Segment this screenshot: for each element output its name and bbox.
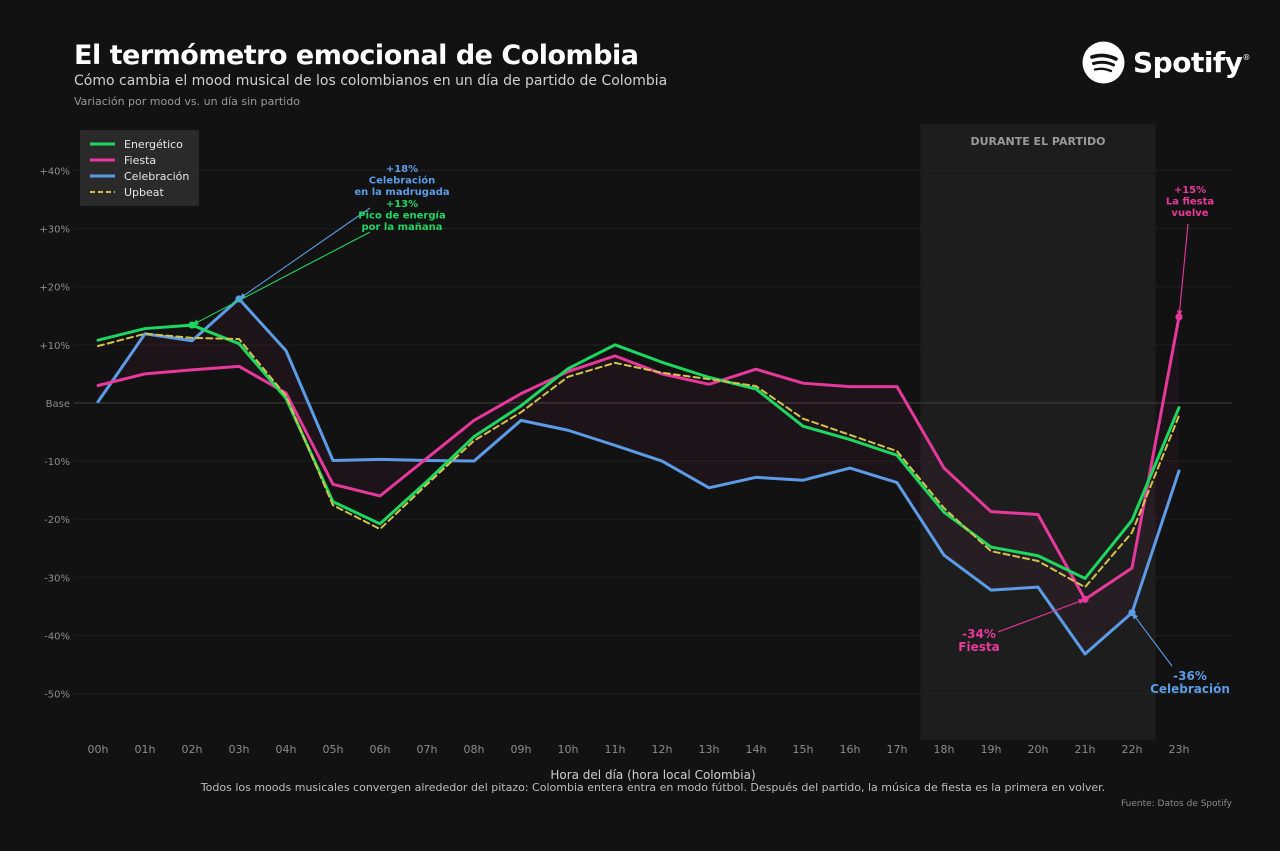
y-tick-label: -40% — [44, 631, 70, 642]
x-tick-label: 22h — [1122, 743, 1143, 756]
x-tick-label: 19h — [981, 743, 1002, 756]
chart-note: Variación por mood vs. un día sin partid… — [74, 95, 300, 108]
y-tick-label: Base — [46, 399, 70, 410]
legend-label: Fiesta — [124, 154, 156, 167]
annotation-text: Celebración — [369, 175, 436, 187]
source-note: Fuente: Datos de Spotify — [1120, 799, 1232, 809]
series-line-energético — [96, 323, 1181, 580]
annotation-text: La fiesta — [1166, 197, 1214, 208]
annotation-text: +15% — [1174, 185, 1206, 196]
chart-caption: Todos los moods musicales convergen alre… — [200, 781, 1106, 794]
x-tick-label: 16h — [840, 743, 861, 756]
x-tick-label: 13h — [699, 743, 720, 756]
x-tick-label: 15h — [793, 743, 814, 756]
series-line-upbeat — [97, 332, 1180, 589]
x-tick-label: 05h — [323, 743, 344, 756]
y-tick-label: +10% — [39, 341, 70, 352]
spotify-icon — [1082, 41, 1125, 84]
legend-box — [80, 130, 199, 206]
annotation-text: +13% — [386, 199, 418, 210]
brand-name: Spotify — [1133, 46, 1243, 79]
chart-subtitle: Cómo cambia el mood musical de los colom… — [74, 73, 668, 89]
x-tick-label: 01h — [135, 743, 156, 756]
x-tick-label: 08h — [464, 743, 485, 756]
y-tick-label: +20% — [39, 283, 70, 294]
x-tick-label: 10h — [558, 743, 579, 756]
x-tick-label: 17h — [887, 743, 908, 756]
annotation-marker — [1128, 609, 1136, 617]
annotation-text: -36% — [1173, 669, 1207, 683]
x-tick-label: 09h — [511, 743, 532, 756]
annotation-text: +18% — [386, 164, 418, 175]
x-tick-label: 06h — [370, 743, 391, 756]
annotation-marker — [188, 321, 196, 329]
legend-label: Celebración — [124, 170, 189, 183]
annotation-text: vuelve — [1171, 208, 1208, 219]
x-tick-label: 03h — [229, 743, 250, 756]
annotation-arrow — [238, 207, 371, 300]
annotation-text: Fiesta — [958, 640, 999, 654]
spotify-logo: Spotify ® — [1082, 41, 1250, 84]
legend-label: Upbeat — [124, 186, 165, 199]
x-tick-label: 02h — [182, 743, 203, 756]
annotation-marker — [1175, 313, 1183, 321]
x-tick-label: 18h — [934, 743, 955, 756]
y-tick-label: +30% — [39, 225, 70, 236]
x-tick-label: 04h — [276, 743, 297, 756]
match-period-label: DURANTE EL PARTIDO — [970, 135, 1105, 148]
chart-title: El termómetro emocional de Colombia — [74, 40, 639, 71]
annotation-text: por la mañana — [361, 222, 442, 233]
annotation-marker — [1081, 595, 1089, 603]
annotation-text: -34% — [962, 627, 996, 641]
y-tick-label: -10% — [44, 457, 70, 468]
x-tick-label: 23h — [1169, 743, 1190, 756]
y-tick-label: -30% — [44, 573, 70, 584]
annotation-text: Celebración — [1150, 682, 1230, 696]
annotation-marker — [235, 295, 243, 303]
x-tick-label: 14h — [746, 743, 767, 756]
x-tick-label: 07h — [417, 743, 438, 756]
annotation-text: en la madrugada — [354, 187, 449, 198]
x-axis-label: Hora del día (hora local Colombia) — [550, 768, 756, 782]
x-tick-label: 20h — [1028, 743, 1049, 756]
x-tick-label: 11h — [605, 743, 626, 756]
brand-registered-mark: ® — [1242, 53, 1251, 62]
y-tick-label: +40% — [39, 166, 70, 177]
annotation-text: Pico de energía — [358, 210, 445, 222]
x-tick-label: 21h — [1075, 743, 1096, 756]
annotation-arrow — [1131, 612, 1173, 667]
series-line-celebración — [96, 297, 1181, 656]
annotation-arrow — [997, 598, 1086, 633]
match-period-shade — [920, 124, 1156, 740]
x-tick-label: 12h — [652, 743, 673, 756]
legend-label: Energético — [124, 138, 183, 151]
annotation-arrow — [191, 231, 371, 326]
y-tick-label: -20% — [44, 515, 70, 526]
y-tick-label: -50% — [44, 690, 70, 701]
x-tick-label: 00h — [88, 743, 109, 756]
spread-area — [98, 298, 1179, 654]
annotation-arrow — [1178, 223, 1189, 317]
